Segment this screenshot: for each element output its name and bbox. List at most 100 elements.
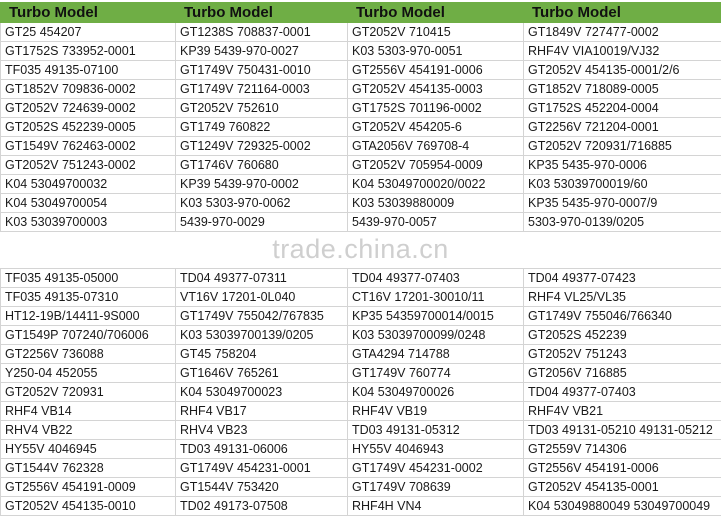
- turbo-model-cell: GT2052V 710415: [347, 22, 524, 42]
- turbo-model-cell: GT2052S 452239: [523, 325, 721, 345]
- turbo-model-cell: RHV4 VB23: [175, 420, 348, 440]
- turbo-model-cell: KP35 5435-970-0007/9: [523, 193, 721, 213]
- table-row: GT25 454207 GT1238S 708837-0001 GT2052V 71…: [0, 22, 721, 42]
- turbo-model-cell: GT1749 760822: [175, 117, 348, 137]
- turbo-model-cell: GT1749V 760774: [347, 363, 524, 383]
- turbo-model-cell: K04 53049700020/0022: [347, 174, 524, 194]
- table-row: GT1752S 733952-0001 KP39 5439-970-0027 K03…: [0, 41, 721, 61]
- column-header: Turbo Model: [347, 2, 524, 23]
- table-row: GT1549P 707240/706006 K03 53039700139/020…: [0, 325, 721, 345]
- turbo-model-cell: GT1749V 454231-0002: [347, 458, 524, 478]
- turbo-model-cell: RHF4 VB14: [0, 401, 176, 421]
- table-row: Y250-04 452055 GT1646V 765261 GT1749V 7607…: [0, 363, 721, 383]
- turbo-model-cell: GT2052V 705954-0009: [347, 155, 524, 175]
- turbo-model-cell: K03 53039700003: [0, 212, 176, 232]
- table-row: GT2556V 454191-0009 GT1544V 753420 GT1749V…: [0, 477, 721, 497]
- turbo-model-cell: TD03 49131-05210 49131-05212: [523, 420, 721, 440]
- table-row: GT1549V 762463-0002 GT1249V 729325-0002 GT…: [0, 136, 721, 156]
- turbo-model-cell: GTA2056V 769708-4: [347, 136, 524, 156]
- turbo-model-cell: RHF4 VB17: [175, 401, 348, 421]
- turbo-model-cell: GT1544V 753420: [175, 477, 348, 497]
- turbo-model-cell: KP35 5435-970-0006: [523, 155, 721, 175]
- turbo-model-cell: TD03 49131-06006: [175, 439, 348, 459]
- turbo-model-cell: TD04 49377-07403: [523, 382, 721, 402]
- turbo-model-cell: GT2052V 720931: [0, 382, 176, 402]
- turbo-model-cell: GT1752S 452204-0004: [523, 98, 721, 118]
- turbo-model-cell: RHF4 VL25/VL35: [523, 287, 721, 307]
- turbo-model-cell: RHF4V VB19: [347, 401, 524, 421]
- watermark: trade.china.cn: [272, 234, 449, 264]
- turbo-model-cell: GT2256V 736088: [0, 344, 176, 364]
- turbo-model-cell: K03 53039700139/0205: [175, 325, 348, 345]
- turbo-model-cell: GT45 758204: [175, 344, 348, 364]
- table-row: GT1852V 709836-0002 GT1749V 721164-0003 GT…: [0, 79, 721, 99]
- turbo-model-cell: GT2052V 454135-0010: [0, 496, 176, 516]
- turbo-model-cell: GT2052V 724639-0002: [0, 98, 176, 118]
- turbo-model-cell: HY55V 4046943: [347, 439, 524, 459]
- turbo-model-cell: GT1749V 708639: [347, 477, 524, 497]
- header-row: Turbo Model Turbo Model Turbo Model Turbo M…: [0, 2, 721, 23]
- turbo-model-cell: GT1749V 755042/767835: [175, 306, 348, 326]
- turbo-model-cell: GT2559V 714306: [523, 439, 721, 459]
- table-row: K04 53049700054 K03 5303-970-0062 K03 5303…: [0, 193, 721, 213]
- turbo-model-cell: GT2052V 454135-0001: [523, 477, 721, 497]
- table-row: GT2052V 751243-0002 GT1746V 760680 GT2052V…: [0, 155, 721, 175]
- turbo-model-cell: K04 53049700054: [0, 193, 176, 213]
- turbo-model-cell: GT1549P 707240/706006: [0, 325, 176, 345]
- turbo-model-cell: GT1852V 718089-0005: [523, 79, 721, 99]
- table-row: RHF4 VB14 RHF4 VB17 RHF4V VB19 RHF4V VB21: [0, 401, 721, 421]
- table-row: HY55V 4046945 TD03 49131-06006 HY55V 40469…: [0, 439, 721, 459]
- turbo-model-cell: GT2052V 751243: [523, 344, 721, 364]
- table-row: K03 53039700003 5439-970-0029 5439-970-005…: [0, 212, 721, 232]
- turbo-model-cell: TD04 49377-07311: [175, 268, 348, 288]
- turbo-model-cell: TD04 49377-07423: [523, 268, 721, 288]
- column-header: Turbo Model: [0, 2, 176, 23]
- turbo-model-cell: GT1849V 727477-0002: [523, 22, 721, 42]
- turbo-model-cell: GT2052V 720931/716885: [523, 136, 721, 156]
- turbo-model-cell: GT1852V 709836-0002: [0, 79, 176, 99]
- turbo-model-cell: GT1749V 454231-0001: [175, 458, 348, 478]
- turbo-model-cell: TD04 49377-07403: [347, 268, 524, 288]
- turbo-model-table-top: Turbo Model Turbo Model Turbo Model Turbo M…: [0, 2, 721, 232]
- turbo-model-cell: GT1752S 701196-0002: [347, 98, 524, 118]
- turbo-model-cell: TD03 49131-05312: [347, 420, 524, 440]
- turbo-model-cell: GT1749V 750431-0010: [175, 60, 348, 80]
- turbo-model-table-bottom: TF035 49135-05000 TD04 49377-07311 TD04 49…: [0, 268, 721, 516]
- turbo-model-cell: TF035 49135-05000: [0, 268, 176, 288]
- turbo-model-cell: KP39 5439-970-0027: [175, 41, 348, 61]
- turbo-model-cell: GT1746V 760680: [175, 155, 348, 175]
- turbo-model-cell: GT2556V 454191-0009: [0, 477, 176, 497]
- turbo-model-cell: K04 53049700023: [175, 382, 348, 402]
- table-row: GT2052V 454135-0010 TD02 49173-07508 RHF4…: [0, 496, 721, 516]
- turbo-model-cell: TF035 49135-07100: [0, 60, 176, 80]
- turbo-model-cell: RHV4 VB22: [0, 420, 176, 440]
- turbo-model-cell: GT2052V 454135-0001/2/6: [523, 60, 721, 80]
- turbo-model-cell: GTA4294 714788: [347, 344, 524, 364]
- turbo-model-cell: HY55V 4046945: [0, 439, 176, 459]
- table-row: GT2256V 736088 GT45 758204 GTA4294 714788 G…: [0, 344, 721, 364]
- turbo-model-cell: GT2056V 716885: [523, 363, 721, 383]
- turbo-model-cell: K03 53039700019/60: [523, 174, 721, 194]
- turbo-model-cell: 5439-970-0029: [175, 212, 348, 232]
- table-row: TF035 49135-05000 TD04 49377-07311 TD04 49…: [0, 268, 721, 288]
- turbo-model-cell: K04 53049700032: [0, 174, 176, 194]
- table-row: TF035 49135-07100 GT1749V 750431-0010 GT25…: [0, 60, 721, 80]
- table-row: GT2052V 724639-0002 GT2052V 752610 GT1752S…: [0, 98, 721, 118]
- turbo-model-cell: TD02 49173-07508: [175, 496, 348, 516]
- turbo-model-cell: RHF4V VB21: [523, 401, 721, 421]
- turbo-model-cell: K03 5303-970-0051: [347, 41, 524, 61]
- table-row: HT12-19B/14411-9S000 GT1749V 755042/76783…: [0, 306, 721, 326]
- column-header: Turbo Model: [523, 2, 721, 23]
- table-row: K04 53049700032 KP39 5439-970-0002 K04 530…: [0, 174, 721, 194]
- table-row: GT2052V 720931 K04 53049700023 K04 5304970…: [0, 382, 721, 402]
- turbo-model-cell: GT1646V 765261: [175, 363, 348, 383]
- turbo-model-cell: TF035 49135-07310: [0, 287, 176, 307]
- turbo-model-cell: K04 53049700026: [347, 382, 524, 402]
- turbo-model-cell: Y250-04 452055: [0, 363, 176, 383]
- turbo-model-cell: HT12-19B/14411-9S000: [0, 306, 176, 326]
- turbo-model-cell: GT1749V 721164-0003: [175, 79, 348, 99]
- turbo-model-cell: RHF4V VIA10019/VJ32: [523, 41, 721, 61]
- turbo-model-cell: GT1249V 729325-0002: [175, 136, 348, 156]
- table-row: TF035 49135-07310 VT16V 17201-0L040 CT16V …: [0, 287, 721, 307]
- turbo-model-cell: GT1238S 708837-0001: [175, 22, 348, 42]
